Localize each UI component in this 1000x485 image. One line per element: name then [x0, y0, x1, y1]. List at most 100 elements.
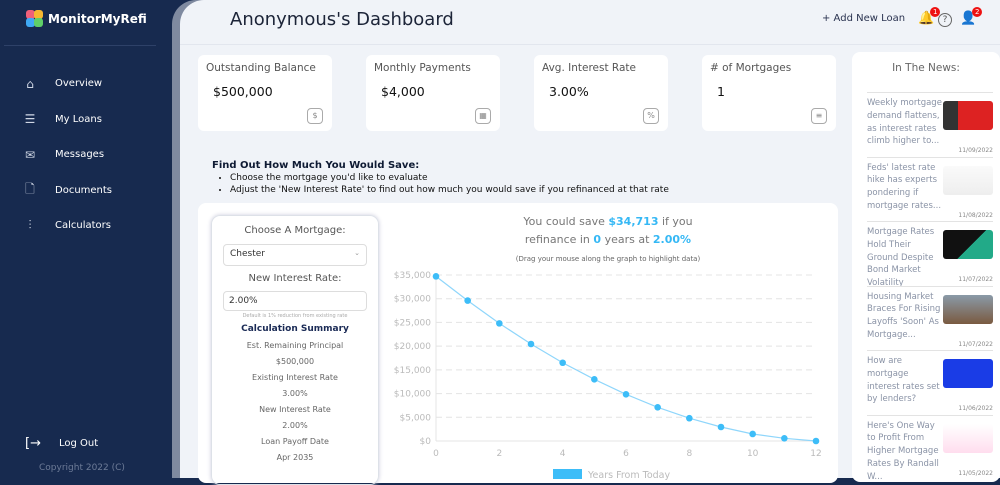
data-point [527, 340, 535, 348]
x-tick-label: 0 [433, 449, 439, 459]
summary-title: Calculation Summary [241, 324, 349, 334]
card-value: $4,000 [381, 84, 425, 99]
copyright: Copyright 2022 (C) [39, 463, 125, 473]
bell-icon[interactable]: 🔔 1 [918, 7, 941, 26]
chevron-down-icon: ⌄ [354, 249, 360, 257]
news-item[interactable]: How are mortgage interest rates set by l… [867, 350, 993, 414]
instruction-item: Choose the mortgage you'd like to evalua… [230, 172, 669, 184]
data-point [654, 404, 661, 411]
sidebar-item-messages[interactable]: ✉ Messages [22, 137, 112, 173]
card-label: Monthly Payments [374, 62, 471, 74]
summary-value: 2.00% [282, 421, 308, 430]
news-headline[interactable]: Here's One Way to Profit From Higher Mor… [867, 420, 939, 482]
instructions-title: Find Out How Much You Would Save: [212, 160, 420, 171]
data-point [781, 434, 788, 442]
summary-value: 3.00% [282, 389, 308, 398]
x-tick-label: 8 [686, 449, 692, 459]
news-thumbnail [943, 294, 993, 324]
news-headline[interactable]: Mortgage Rates Hold Their Ground Despite… [867, 227, 935, 289]
choose-mortgage-label: Choose A Mortgage: [244, 225, 346, 236]
data-point [686, 414, 693, 422]
news-item[interactable]: Housing Market Braces For Rising Layoffs… [867, 285, 993, 350]
rate-hint: Default is 1% reduction from existing ra… [242, 313, 348, 319]
page-title: Anonymous's Dashboard [230, 9, 454, 30]
savings-text: refinance in [524, 233, 590, 246]
news-item[interactable]: Mortgage Rates Hold Their Ground Despite… [867, 221, 993, 288]
sidebar-item-label: Documents [55, 184, 113, 196]
x-tick-label: 6 [623, 449, 629, 459]
data-point [717, 423, 725, 431]
data-point [749, 430, 756, 438]
instruction-item: Adjust the 'New Interest Rate' to find o… [230, 184, 669, 196]
y-tick-label: $10,000 [394, 390, 431, 400]
summary-label: New Interest Rate [259, 405, 331, 414]
card-avg-interest-rate: Avg. Interest Rate 3.00%% [534, 55, 668, 131]
notification-badge: 1 [930, 7, 941, 17]
logout-button[interactable]: [→ Log Out [25, 436, 98, 451]
logo[interactable]: MonitorMyRefi [26, 10, 147, 28]
mortgage-select[interactable]: Chester ⌄ [223, 244, 367, 266]
news-headline[interactable]: Feds' latest rate hike has experts ponde… [867, 162, 942, 211]
news-thumbnail [943, 230, 993, 259]
sidebar-item-documents[interactable]: 🗋 Documents [22, 173, 112, 209]
news-headline[interactable]: How are mortgage interest rates set by l… [867, 356, 940, 405]
card-value: 1 [717, 84, 725, 99]
news-thumbnail [943, 165, 993, 195]
data-point [622, 390, 630, 398]
news-item[interactable]: Weekly mortgage demand flattens, as inte… [867, 92, 993, 156]
x-tick-label: 10 [747, 449, 759, 459]
sidebar-nav: ⌂ Overview ☰ My Loans ✉ Messages 🗋 Documents… [22, 66, 112, 244]
card-outstanding-balance: Outstanding Balance $500,000 $ [198, 55, 332, 131]
document-icon: 🗋 [25, 181, 35, 196]
savings-amount: $34,713 [608, 215, 659, 228]
profile-icon[interactable]: 👤 2 [960, 7, 983, 26]
news-item[interactable]: Here's One Way to Profit From Higher Mor… [867, 414, 993, 482]
drag-hint: (Drag your mouse along the graph to high… [515, 255, 701, 263]
logout-label: Log Out [58, 438, 99, 449]
list-icon: ≡ [811, 108, 827, 124]
help-icon[interactable]: ? [938, 13, 952, 27]
mortgage-select-value: Chester [230, 249, 265, 259]
sidebar-item-calculators[interactable]: ⫶ Calculators [22, 208, 112, 244]
news-date: 11/07/2022 [958, 276, 993, 283]
savings-text: years at [604, 233, 650, 246]
savings-chart[interactable]: $0 $5,000 $10,000 $15,000 $20,000 $25,000 $30,… [378, 263, 838, 483]
data-point [812, 437, 820, 445]
news-thumbnail [943, 359, 993, 388]
news-thumbnail [943, 423, 993, 453]
new-rate-label: New Interest Rate: [248, 273, 342, 284]
news-item[interactable]: Feds' latest rate hike has experts ponde… [867, 156, 993, 221]
y-tick-label: $25,000 [394, 318, 431, 328]
y-tick-label: $35,000 [394, 271, 431, 281]
home-icon: ⌂ [26, 76, 34, 91]
card-label: Outstanding Balance [206, 62, 316, 74]
news-headline[interactable]: Weekly mortgage demand flattens, as inte… [867, 98, 942, 147]
legend-label: Years From Today [587, 470, 670, 481]
summary-value: $500,000 [275, 357, 315, 366]
add-new-loan-button[interactable]: + Add New Loan [822, 13, 906, 24]
card-value: $500,000 [213, 84, 273, 99]
savings-rate: 2.00% [652, 233, 692, 246]
news-headline[interactable]: Housing Market Braces For Rising Layoffs… [867, 291, 941, 340]
sidebar-item-label: Overview [55, 78, 103, 90]
y-tick-label: $20,000 [394, 342, 431, 352]
series-line [435, 275, 817, 442]
main-content: Anonymous's Dashboard + Add New Loan 🔔 1 … [180, 0, 1000, 485]
news-date: 11/09/2022 [958, 147, 993, 154]
logout-icon: [→ [25, 436, 41, 451]
news-date: 11/08/2022 [958, 211, 993, 219]
list-icon: ☰ [24, 112, 36, 127]
sidebar-item-overview[interactable]: ⌂ Overview [22, 66, 112, 102]
savings-years: 0 [593, 233, 602, 246]
data-point [464, 297, 471, 304]
summary-label: Est. Remaining Principal [246, 341, 344, 350]
news-thumbnail [943, 101, 993, 130]
sliders-icon: ⫶ [28, 218, 32, 233]
x-tick-label: 2 [496, 449, 502, 459]
sidebar-item-my-loans[interactable]: ☰ My Loans [22, 102, 112, 138]
card-monthly-payments: Monthly Payments $4,000 ▦ [366, 55, 500, 131]
app-name: MonitorMyRefi [48, 12, 147, 26]
data-point [559, 359, 566, 367]
card-mortgage-count: # of Mortgages 1 ≡ [702, 55, 836, 131]
new-rate-input[interactable]: 2.00% [223, 291, 367, 311]
